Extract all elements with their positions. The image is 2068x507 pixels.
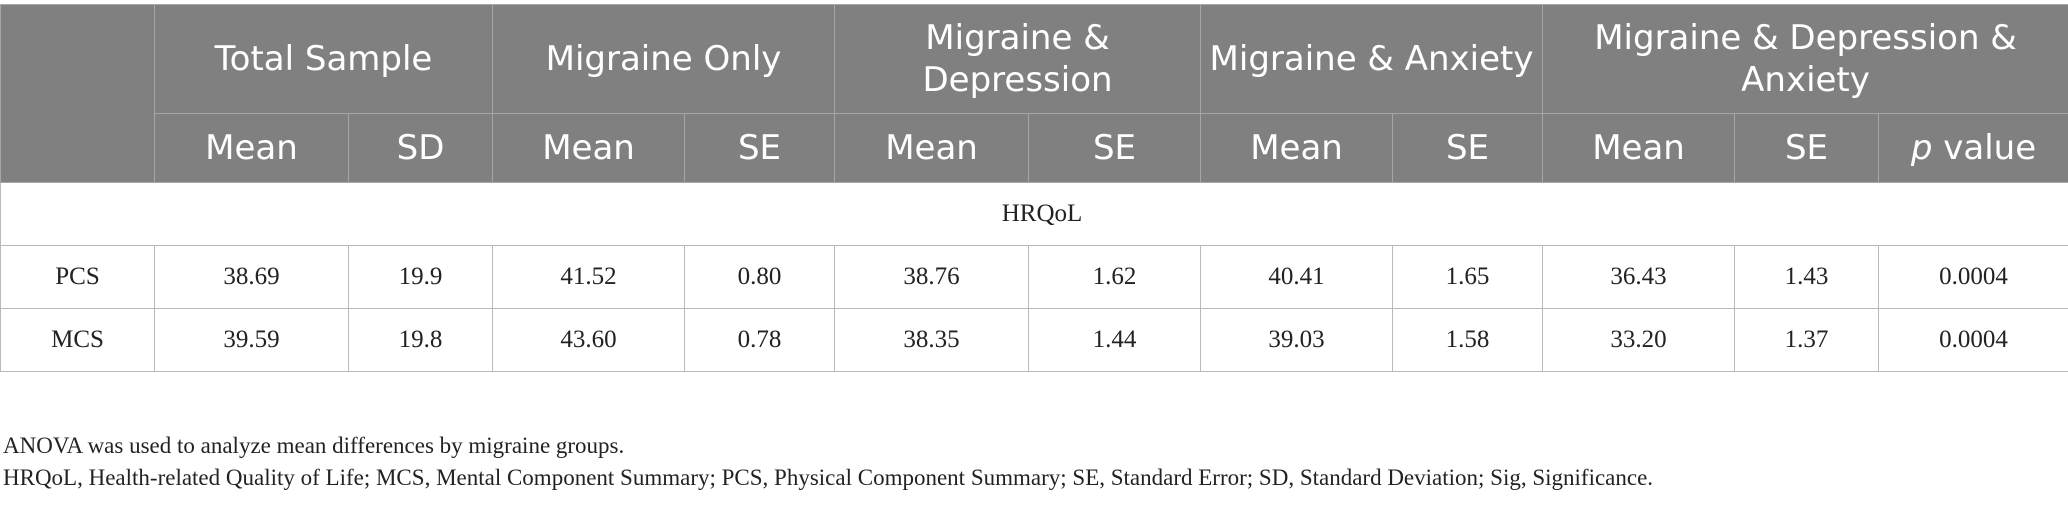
table-cell: 19.9	[347, 245, 494, 309]
table-cell: 43.60	[492, 308, 686, 372]
table-cell: 1.43	[1734, 245, 1880, 309]
corner-cell	[0, 4, 155, 183]
table-row: PCS 38.69 19.9 41.52 0.80 38.76 1.62 40.…	[0, 245, 2068, 309]
row-label-mcs: MCS	[0, 308, 155, 372]
group-header-migraine-only: Migraine Only	[492, 4, 836, 114]
sub-header-se: SE	[684, 113, 836, 183]
sub-header-mean: Mean	[492, 113, 686, 183]
p-symbol: p	[1910, 128, 1933, 168]
table-cell: 41.52	[492, 245, 686, 309]
sub-header-se: SE	[1734, 113, 1880, 183]
footnote-abbreviations: HRQoL, Health-related Quality of Life; M…	[3, 465, 1654, 490]
p-value-label: value	[1932, 128, 2037, 168]
table-cell: 39.03	[1200, 308, 1394, 372]
table-cell: 1.37	[1734, 308, 1880, 372]
sub-header-mean: Mean	[1200, 113, 1394, 183]
table-cell: 40.41	[1200, 245, 1394, 309]
table-cell: 38.35	[834, 308, 1030, 372]
sub-header-se: SE	[1392, 113, 1544, 183]
sub-header-mean: Mean	[154, 113, 349, 183]
row-label-pcs: PCS	[0, 245, 155, 309]
footnote-anova: ANOVA was used to analyze mean differenc…	[3, 433, 625, 458]
sub-header-se: SE	[1028, 113, 1202, 183]
table-cell: 36.43	[1542, 245, 1736, 309]
group-header-row: Total Sample Migraine Only Migraine & De…	[0, 4, 2068, 183]
group-header-migraine-depression-anxiety: Migraine & Depression & Anxiety	[1542, 4, 2068, 114]
group-header-total-sample: Total Sample	[153, 4, 494, 114]
table-cell: 0.0004	[1878, 245, 2068, 309]
results-table: Total Sample Migraine Only Migraine & De…	[0, 4, 2068, 372]
table-footnotes: ANOVA was used to analyze mean differenc…	[3, 430, 1653, 494]
sub-header-sd: SD	[347, 113, 494, 183]
table-cell: 1.62	[1028, 245, 1202, 309]
table-body: HRQoL PCS 38.69 19.9 41.52 0.80 38.76 1.…	[0, 182, 2068, 372]
table-cell: 19.8	[347, 308, 494, 372]
table-cell: 0.0004	[1878, 308, 2068, 372]
table-cell: 1.44	[1028, 308, 1202, 372]
sub-header-row: Mean SD Mean SE Mean SE Mean SE Mean SE …	[1, 113, 2068, 183]
table-row: MCS 39.59 19.8 43.60 0.78 38.35 1.44 39.…	[0, 308, 2068, 372]
table-cell: 0.80	[684, 245, 836, 309]
table-cell: 38.76	[834, 245, 1030, 309]
section-row-hrqol: HRQoL	[0, 182, 2068, 246]
sub-header-p-value: p value	[1878, 113, 2068, 183]
table-header: Total Sample Migraine Only Migraine & De…	[0, 4, 2068, 183]
table-cell: 38.69	[154, 245, 349, 309]
group-header-migraine-depression: Migraine & Depression	[834, 4, 1202, 114]
table-cell: 0.78	[684, 308, 836, 372]
sub-header-mean: Mean	[834, 113, 1030, 183]
table-cell: 33.20	[1542, 308, 1736, 372]
table-cell: 1.65	[1392, 245, 1544, 309]
sub-header-mean: Mean	[1542, 113, 1736, 183]
section-label: HRQoL	[0, 182, 2068, 246]
table-cell: 1.58	[1392, 308, 1544, 372]
group-header-migraine-anxiety: Migraine & Anxiety	[1200, 4, 1544, 114]
table-cell: 39.59	[154, 308, 349, 372]
